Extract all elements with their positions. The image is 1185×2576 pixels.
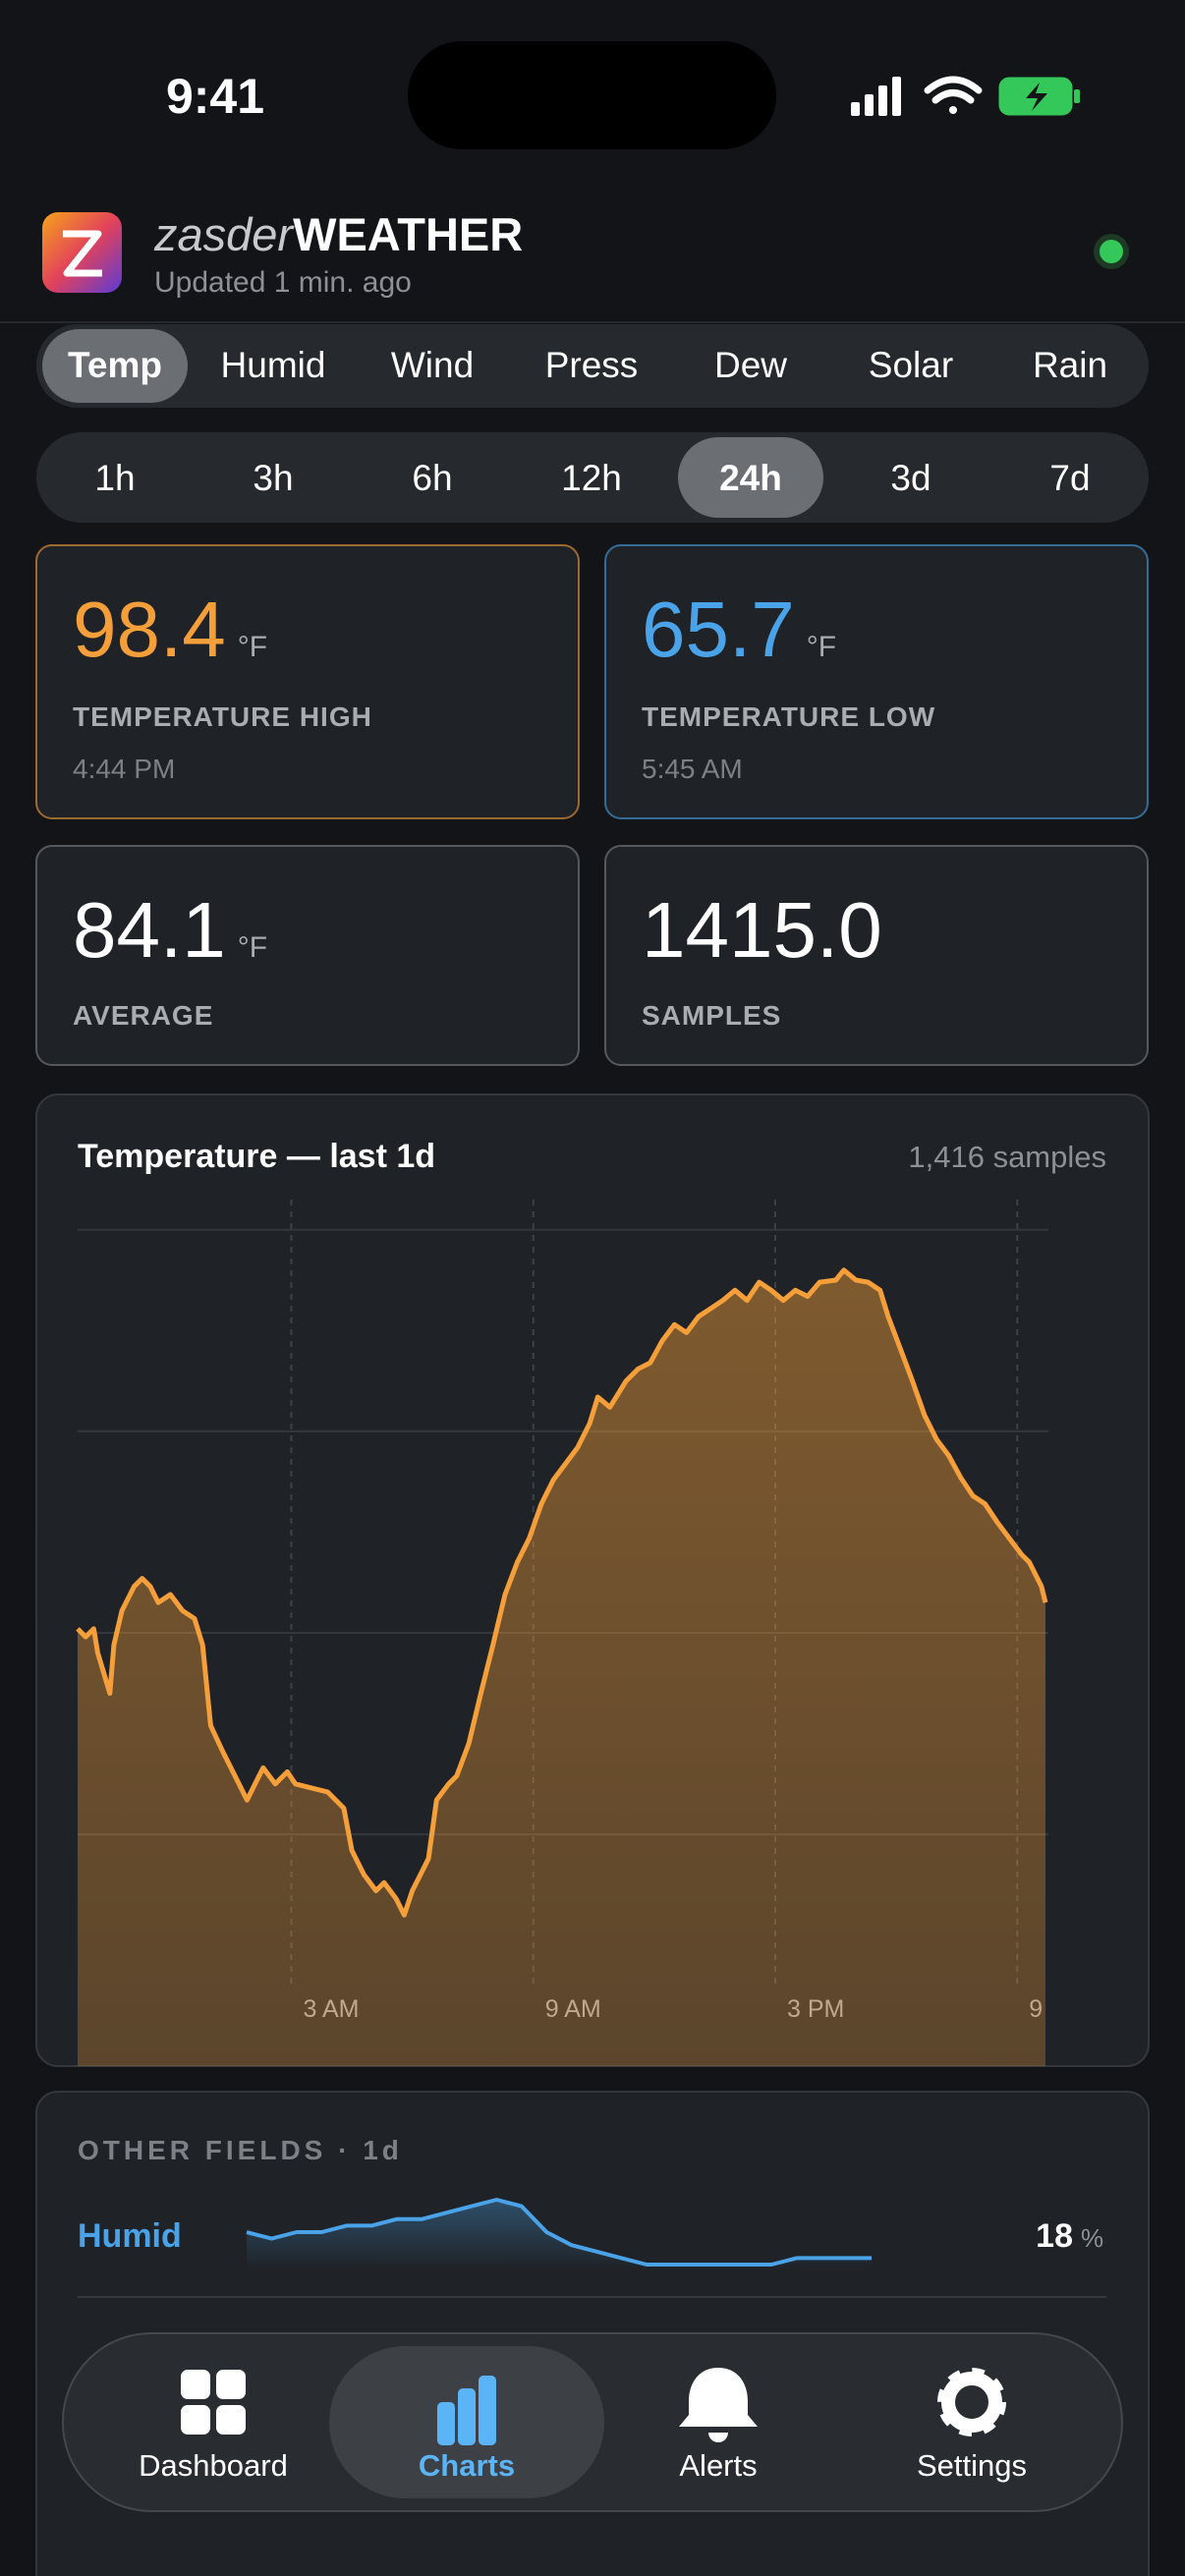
field-unit: % — [1081, 2223, 1103, 2253]
icon-square — [181, 2405, 210, 2435]
range-tab-item[interactable]: 12h — [561, 458, 622, 498]
icon-bar — [479, 2376, 496, 2445]
field-tab-item[interactable]: Wind — [391, 345, 474, 385]
field-tabs — [36, 324, 1149, 408]
field-name[interactable]: Humid — [78, 2217, 182, 2255]
stat-value: 84.1 — [73, 886, 226, 974]
stat-label: AVERAGE — [73, 1000, 213, 1031]
icon-square — [181, 2370, 210, 2399]
other-fields-title: OTHER FIELDS · 1d — [78, 2135, 403, 2165]
range-tab-active-pill — [678, 437, 823, 518]
field-tab-item[interactable]: Humid — [221, 345, 326, 385]
chart-subtitle: 1,416 samples — [908, 1140, 1106, 1174]
sparkline-area — [247, 2200, 872, 2270]
stat-unit: °F — [238, 931, 267, 964]
sparkline — [246, 2198, 872, 2267]
chart-title: Temperature — last 1d — [78, 1138, 435, 1175]
tab-icon — [437, 2376, 496, 2445]
brand: zasderWEATHER — [153, 208, 523, 260]
stat-card — [35, 845, 580, 1066]
stat-label: SAMPLES — [642, 1000, 781, 1031]
battery-icon — [998, 77, 1080, 116]
tab-label[interactable]: Charts — [419, 2448, 515, 2483]
range-tab-item[interactable]: 1h — [94, 458, 135, 498]
status-dot — [1100, 240, 1123, 263]
field-tab-item[interactable]: Solar — [869, 345, 953, 385]
brand-bold: WEATHER — [293, 208, 523, 260]
status-time: 9:41 — [166, 69, 264, 124]
tab-label[interactable]: Settings — [917, 2448, 1027, 2483]
field-value: 18 — [1036, 2217, 1073, 2255]
stat-value: 65.7 — [642, 586, 795, 673]
field-tab-item[interactable]: Press — [545, 345, 639, 385]
dynamic-island — [408, 41, 776, 149]
stat-card — [35, 544, 580, 819]
range-tab-item[interactable]: 3d — [890, 458, 931, 498]
tab-label[interactable]: Dashboard — [139, 2448, 288, 2483]
brand-light: zasder — [153, 208, 295, 260]
temperature-area — [78, 1269, 1045, 2066]
icon-gear-ring — [941, 2372, 1002, 2433]
range-tab-item[interactable]: 3h — [253, 458, 293, 498]
field-tab-item[interactable]: Rain — [1033, 345, 1107, 385]
field-tab-active-pill — [42, 329, 188, 403]
icon-square — [216, 2370, 246, 2399]
stat-card — [604, 845, 1149, 1066]
wifi-icon — [924, 76, 983, 114]
stat-unit: °F — [238, 631, 267, 663]
stat-value: 98.4 — [73, 586, 226, 673]
updated-text: Updated 1 min. ago — [154, 266, 412, 299]
icon-square — [216, 2405, 246, 2435]
tab-icon — [679, 2368, 758, 2442]
icon-bar — [458, 2388, 476, 2445]
field-tab-item[interactable]: Dew — [714, 345, 787, 385]
range-tab-item[interactable]: 24h — [719, 458, 782, 498]
temperature-line — [76, 1267, 1048, 1918]
icon-bar — [437, 2402, 455, 2445]
stat-time: 4:44 PM — [73, 754, 175, 784]
icon-bell — [679, 2368, 758, 2442]
app-icon-glyph — [63, 230, 102, 277]
stat-label: TEMPERATURE LOW — [642, 701, 935, 732]
signal-icon — [851, 77, 901, 116]
range-tab-item[interactable]: 6h — [412, 458, 452, 498]
field-tab-item[interactable]: Temp — [68, 345, 162, 385]
stat-value: 1415.0 — [642, 886, 882, 974]
range-tabs — [36, 432, 1149, 523]
stat-card — [604, 544, 1149, 819]
tab-icon — [181, 2370, 246, 2435]
range-tab-item[interactable]: 7d — [1049, 458, 1090, 498]
tab-label[interactable]: Alerts — [679, 2448, 757, 2483]
stat-label: TEMPERATURE HIGH — [73, 701, 372, 732]
tab-icon — [937, 2368, 1006, 2436]
stat-time: 5:45 AM — [642, 754, 743, 784]
stat-unit: °F — [807, 631, 836, 663]
